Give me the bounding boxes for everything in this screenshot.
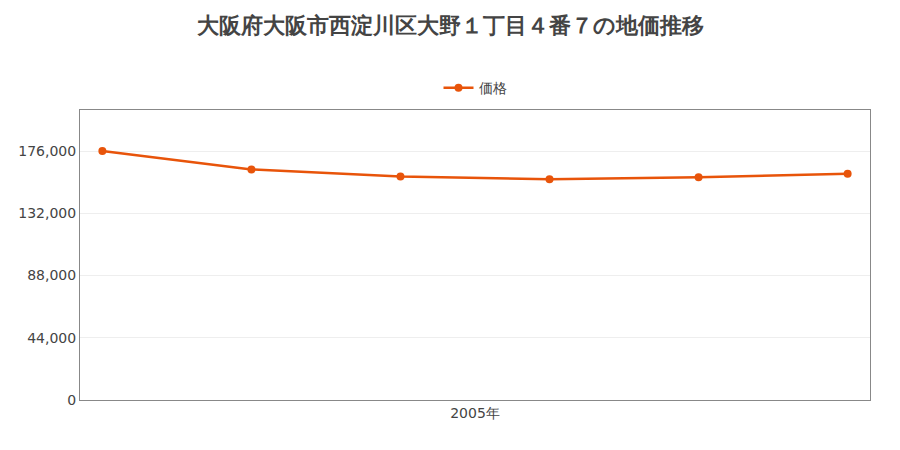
svg-text:176,000: 176,000 [18,143,76,159]
svg-text:44,000: 44,000 [27,330,76,346]
svg-text:大阪府大阪市西淀川区大野１丁目４番７の地価推移: 大阪府大阪市西淀川区大野１丁目４番７の地価推移 [197,13,704,38]
svg-text:2005年: 2005年 [450,405,500,421]
svg-text:0: 0 [67,392,76,408]
svg-text:価格: 価格 [479,80,507,96]
svg-text:132,000: 132,000 [18,205,76,221]
svg-text:88,000: 88,000 [27,267,76,283]
